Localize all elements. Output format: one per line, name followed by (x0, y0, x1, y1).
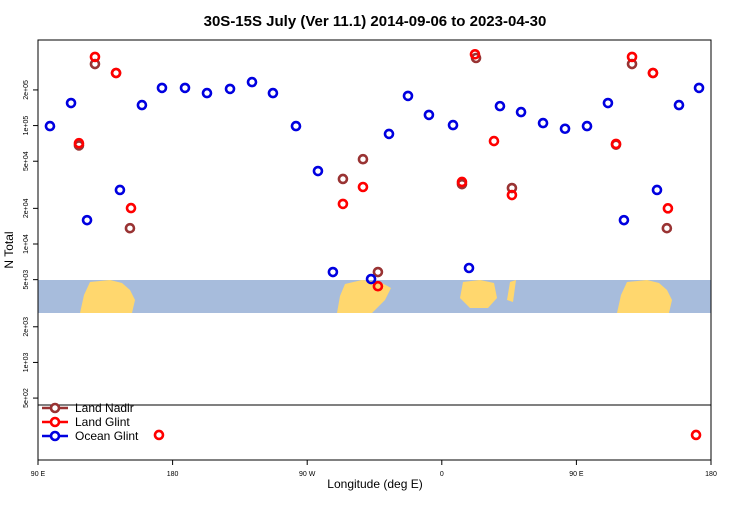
point (81, 214, 93, 226)
point (494, 100, 506, 112)
australia (460, 280, 497, 308)
point (456, 176, 468, 188)
point (114, 184, 126, 196)
legend-marker (49, 402, 61, 414)
y-tick-label: 2e+05 (23, 80, 30, 100)
south-america (337, 280, 391, 313)
point (626, 51, 638, 63)
x-tick-label: 0 (440, 471, 444, 478)
point (179, 82, 191, 94)
legend-marker (49, 430, 61, 442)
point (402, 90, 414, 102)
point (136, 99, 148, 111)
point (337, 173, 349, 185)
point (383, 128, 395, 140)
point (44, 120, 56, 132)
y-tick-label: 5e+04 (23, 151, 30, 171)
point (581, 120, 593, 132)
point (267, 87, 279, 99)
point (537, 117, 549, 129)
point (153, 429, 165, 441)
point (372, 266, 384, 278)
point (73, 137, 85, 149)
point (290, 120, 302, 132)
y-tick-label: 5e+02 (23, 388, 30, 408)
y-tick-label: 1e+05 (23, 116, 30, 136)
point (124, 222, 136, 234)
point (246, 76, 258, 88)
y-tick-label: 5e+03 (23, 270, 30, 290)
point (647, 67, 659, 79)
point (469, 48, 481, 60)
point (201, 87, 213, 99)
legend-marker (49, 416, 61, 428)
point (65, 97, 77, 109)
point (610, 138, 622, 150)
point (673, 99, 685, 111)
y-tick-label: 1e+03 (23, 352, 30, 372)
y-tick-label: 2e+03 (23, 317, 30, 337)
africa (80, 280, 135, 313)
y-axis-label: N Total (2, 231, 16, 268)
point (357, 181, 369, 193)
point (423, 109, 435, 121)
y-tick-label: 1e+04 (23, 234, 30, 254)
point (690, 429, 702, 441)
legend-label: Ocean Glint (75, 429, 139, 443)
point (224, 83, 236, 95)
point (488, 135, 500, 147)
point (693, 82, 705, 94)
point (337, 198, 349, 210)
point (365, 273, 377, 285)
legend-label: Land Glint (75, 415, 130, 429)
point (651, 184, 663, 196)
x-tick-label: 90 E (569, 471, 584, 478)
africa (617, 280, 672, 313)
point (506, 189, 518, 201)
point (661, 222, 673, 234)
point (312, 165, 324, 177)
point (662, 203, 674, 214)
point (559, 123, 571, 135)
x-tick-label: 180 (705, 471, 717, 478)
point (515, 106, 527, 118)
point (327, 266, 339, 278)
point (125, 202, 137, 214)
plot-frame (37, 39, 712, 461)
point (357, 153, 369, 165)
point (110, 67, 122, 79)
point (618, 214, 630, 226)
island (507, 280, 516, 302)
point (447, 119, 459, 131)
legend-label: Land Nadir (75, 401, 134, 415)
point (372, 280, 384, 292)
x-tick-label: 90 W (299, 471, 316, 478)
x-tick-label: 90 E (31, 471, 46, 478)
point (156, 82, 168, 94)
point (89, 51, 101, 63)
x-axis-label: Longitude (deg E) (327, 477, 422, 491)
point (463, 262, 475, 274)
point (602, 97, 614, 109)
y-tick-label: 2e+04 (23, 198, 30, 218)
chart-title: 30S-15S July (Ver 11.1) 2014-09-06 to 20… (204, 13, 547, 30)
x-tick-label: 180 (167, 471, 179, 478)
